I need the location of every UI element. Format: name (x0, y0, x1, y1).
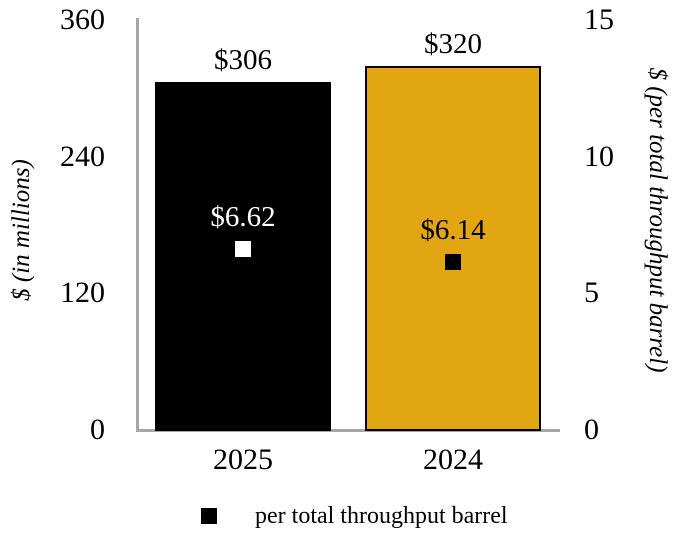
square-marker-icon (235, 241, 251, 258)
category-label-2025: 2025 (213, 443, 273, 476)
bar-value-label: $320 (424, 27, 482, 60)
left-axis-tick-label: 360 (60, 3, 105, 36)
category-label-2024: 2024 (423, 443, 483, 476)
left-axis-line (136, 18, 139, 432)
right-axis-tick-label: 15 (584, 3, 614, 36)
bar-value-label: $306 (214, 43, 272, 76)
square-marker-icon (445, 254, 461, 271)
left-axis-tick-label: 0 (90, 413, 105, 446)
bar-2024 (365, 65, 541, 431)
left-axis-tick-label: 240 (60, 139, 105, 173)
right-axis-title: $ (per total throughput barrel) (644, 67, 671, 373)
marker-value-label: $6.62 (210, 201, 276, 234)
right-axis-tick-label: 5 (584, 276, 599, 310)
x-axis-line (136, 429, 560, 432)
legend: per total throughput barrel (201, 504, 508, 528)
right-axis-tick-label: 0 (584, 413, 599, 446)
marker-value-label: $6.14 (420, 214, 486, 247)
legend-square-marker-icon (201, 508, 217, 524)
left-axis-tick-label: 120 (60, 276, 105, 310)
legend-label: per total throughput barrel (255, 503, 508, 529)
right-axis-tick-label: 10 (584, 139, 614, 173)
